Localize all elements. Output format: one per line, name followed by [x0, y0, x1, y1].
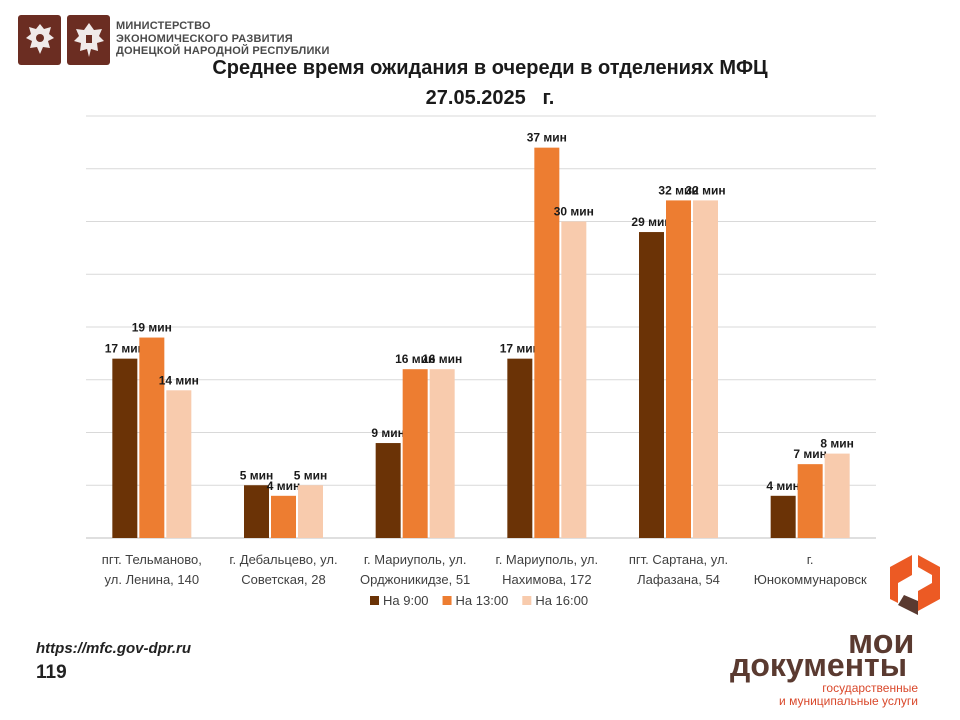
- bar: [298, 485, 323, 538]
- bar: [244, 485, 269, 538]
- category-label: г. Дебальцево, ул.: [229, 552, 337, 567]
- coat-of-arms-icon: [67, 15, 110, 65]
- category-label: Юнокоммунаровск: [754, 572, 867, 587]
- bar: [693, 200, 718, 538]
- legend-swatch: [442, 596, 452, 605]
- data-label: 32 мин: [685, 183, 725, 197]
- category-label: Советская, 28: [241, 572, 325, 587]
- legend-swatch: [370, 596, 379, 605]
- data-label: 30 мин: [554, 205, 594, 219]
- legend-swatch: [522, 596, 532, 605]
- data-label: 17 мин: [105, 342, 145, 356]
- coat-of-arms-icon: [18, 15, 61, 65]
- bar: [534, 147, 560, 538]
- chart-title: Среднее время ожидания в очереди в отдел…: [212, 57, 768, 79]
- data-label: 19 мин: [132, 321, 172, 335]
- bar: [797, 464, 823, 538]
- category-label: г. Мариуполь, ул.: [364, 552, 467, 567]
- data-label: 7 мин: [793, 447, 827, 461]
- bar: [770, 495, 796, 538]
- data-label: 9 мин: [371, 426, 405, 440]
- data-label: 32 мин: [658, 183, 698, 197]
- category-label: Орджоникидзе, 51: [360, 572, 470, 587]
- brand-sub-line: государственные: [822, 681, 918, 695]
- page-number: 119: [36, 662, 67, 683]
- category-label: Нахимова, 172: [502, 572, 591, 587]
- data-label: 16 мин: [395, 352, 435, 366]
- data-label: 5 мин: [240, 468, 274, 482]
- category-label: г.: [807, 552, 814, 567]
- chart-subtitle: 27.05.2025 г.: [425, 87, 555, 109]
- data-label: 17 мин: [500, 342, 540, 356]
- bar: [375, 443, 401, 538]
- bar: [666, 200, 691, 538]
- bar: [166, 390, 192, 538]
- ministry-line: ЭКОНОМИЧЕСКОГО РАЗВИТИЯ: [116, 32, 293, 45]
- data-label: 37 мин: [527, 131, 567, 145]
- data-label: 16 мин: [422, 352, 462, 366]
- ministry-line: ДОНЕЦКОЙ НАРОДНОЙ РЕСПУБЛИКИ: [116, 45, 330, 57]
- category-label: г. Мариуполь, ул.: [496, 552, 599, 567]
- bar: [402, 369, 428, 538]
- bar: [112, 358, 138, 538]
- bar: [561, 221, 587, 538]
- data-label: 4 мин: [267, 479, 301, 493]
- bar: [139, 337, 165, 538]
- bar: [639, 232, 664, 539]
- moi-dokumenty-logo-icon: [890, 555, 940, 615]
- website-url[interactable]: https://mfc.gov-dpr.ru: [36, 640, 191, 657]
- legend-label: На 13:00: [456, 593, 509, 608]
- bar: [824, 453, 850, 538]
- brand-main-text: документы: [730, 647, 908, 683]
- legend-label: На 16:00: [535, 593, 588, 608]
- bar: [271, 495, 296, 538]
- data-label: 29 мин: [631, 215, 671, 229]
- data-label: 14 мин: [159, 373, 199, 387]
- ministry-line: МИНИСТЕРСТВО: [116, 20, 211, 32]
- bar: [429, 369, 455, 538]
- category-label: пгт. Тельманово,: [102, 552, 202, 567]
- ministry-name: МИНИСТЕРСТВО ЭКОНОМИЧЕСКОГО РАЗВИТИЯ ДОН…: [116, 20, 330, 58]
- data-label: 8 мин: [820, 437, 854, 451]
- brand-subtitle: государственные и муниципальные услуги: [779, 682, 918, 708]
- data-label: 5 мин: [294, 468, 328, 482]
- category-label: Лафазана, 54: [637, 572, 720, 587]
- brand-top-text: мои: [848, 623, 915, 661]
- data-label: 4 мин: [766, 479, 800, 493]
- brand-sub-line: и муниципальные услуги: [779, 694, 918, 708]
- category-label: ул. Ленина, 140: [105, 572, 200, 587]
- legend-label: На 9:00: [383, 593, 429, 608]
- category-label: пгт. Сартана, ул.: [629, 552, 728, 567]
- bar: [507, 358, 533, 538]
